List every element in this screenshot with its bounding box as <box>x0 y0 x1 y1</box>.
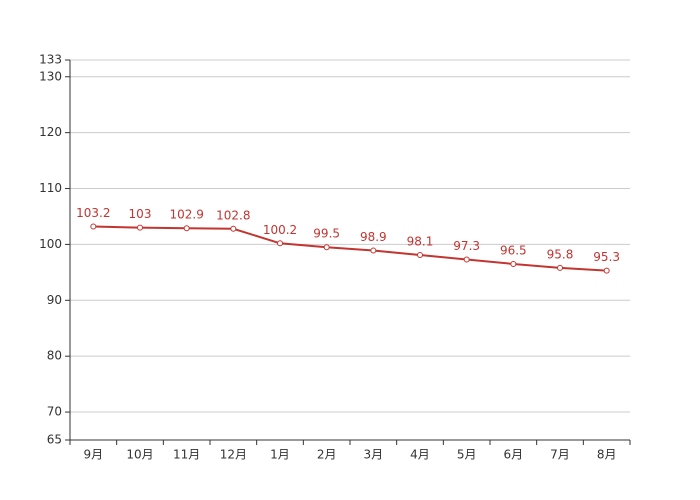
y-tick-label: 100 <box>39 237 62 251</box>
data-label: 95.3 <box>593 250 620 264</box>
x-tick-label: 12月 <box>220 448 247 462</box>
data-label: 102.8 <box>216 208 250 222</box>
data-label: 102.9 <box>169 208 203 222</box>
point <box>90 223 97 230</box>
point <box>183 225 190 232</box>
y-tick-label: 90 <box>47 293 62 307</box>
x-tick-label: 3月 <box>364 448 384 462</box>
point <box>510 260 517 267</box>
point <box>230 225 237 232</box>
x-tick-label: 2月 <box>317 448 337 462</box>
data-label: 103.2 <box>76 206 110 220</box>
x-tick-label: 7月 <box>550 448 570 462</box>
data-label: 99.5 <box>313 227 340 241</box>
y-tick-label: 133 <box>39 53 62 67</box>
x-tick-label: 6月 <box>504 448 524 462</box>
data-label: 98.1 <box>407 235 434 249</box>
data-label: 95.8 <box>547 247 574 261</box>
line <box>93 225 607 272</box>
point <box>463 256 470 263</box>
point <box>557 264 563 271</box>
x-tick-label: 8月 <box>597 448 617 462</box>
data-label: 98.9 <box>360 230 387 244</box>
data-label: 103 <box>129 207 152 221</box>
y-tick-label: 80 <box>47 349 62 363</box>
y-tick-label: 70 <box>47 405 62 419</box>
x-tick-label: 5月 <box>457 448 477 462</box>
y-tick-label: 110 <box>39 181 62 195</box>
data-label: 100.2 <box>263 223 297 237</box>
y-tick-label: 120 <box>39 125 62 139</box>
x-tick-label: 4月 <box>410 448 430 462</box>
y-tick-label: 130 <box>39 69 62 83</box>
x-tick-label: 9月 <box>84 448 104 462</box>
point <box>370 247 377 254</box>
point <box>137 224 143 231</box>
data-label: 96.5 <box>500 243 527 257</box>
x-tick-label: 10月 <box>126 448 153 462</box>
x-tick-label: 1月 <box>270 448 290 462</box>
point <box>277 240 283 247</box>
x-tick-label: 11月 <box>173 448 200 462</box>
point <box>323 244 330 251</box>
data-label: 97.3 <box>453 239 480 253</box>
point <box>417 252 423 259</box>
point <box>603 267 610 274</box>
y-tick-label: 65 <box>47 433 62 447</box>
